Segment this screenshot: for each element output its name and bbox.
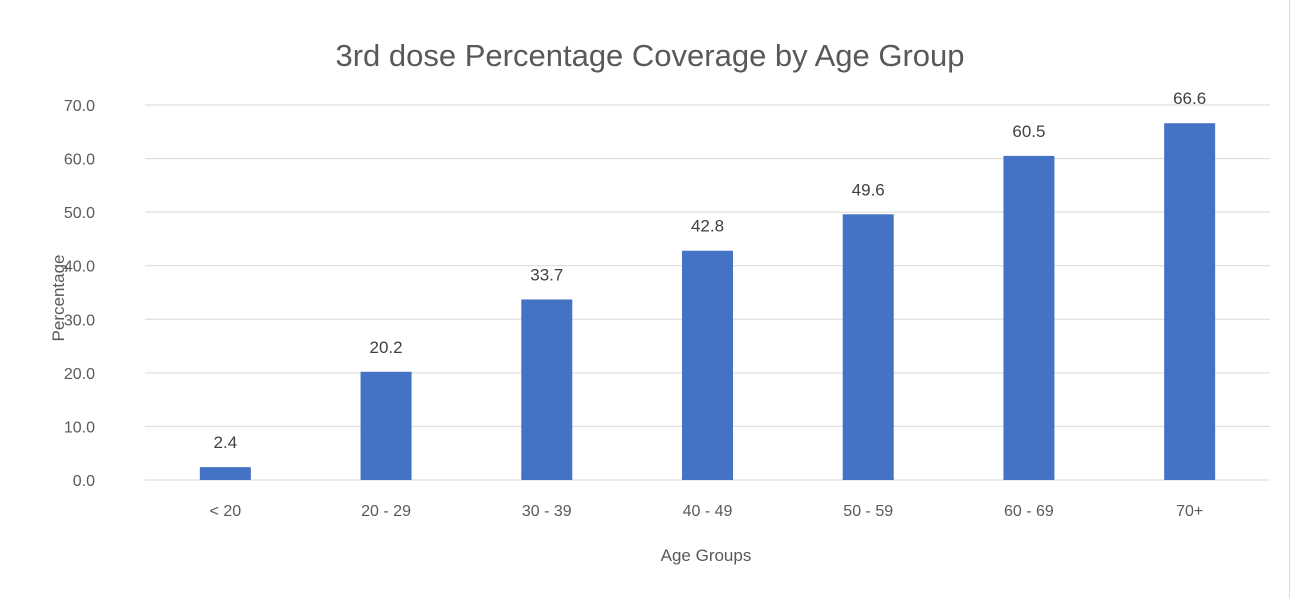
data-label: 66.6	[1173, 89, 1206, 108]
bars	[199, 123, 1216, 481]
bar	[521, 299, 573, 480]
x-tick-label: 50 - 59	[843, 503, 893, 520]
chart-title: 3rd dose Percentage Coverage by Age Grou…	[335, 38, 964, 73]
data-label: 33.7	[530, 265, 563, 284]
x-tick-label: 70+	[1176, 503, 1203, 520]
data-label: 60.5	[1012, 122, 1045, 141]
bar	[199, 467, 251, 480]
y-tick-label: 10.0	[64, 419, 95, 436]
y-tick-label: 50.0	[64, 205, 95, 222]
x-tick-label: 30 - 39	[522, 503, 572, 520]
x-tick-label: 60 - 69	[1004, 503, 1054, 520]
bar	[842, 214, 894, 481]
data-label: 20.2	[370, 338, 403, 357]
y-tick-label: 30.0	[64, 312, 95, 329]
bar	[1164, 123, 1216, 480]
x-tick-label: 40 - 49	[683, 503, 733, 520]
x-tick-label: < 20	[210, 503, 242, 520]
y-axis-ticks: 0.0 10.0 20.0 30.0 40.0 50.0 60.0 70.0	[64, 98, 95, 490]
bar	[682, 250, 733, 480]
x-axis-title: Age Groups	[661, 546, 752, 565]
x-axis-ticks: < 20 20 - 29 30 - 39 40 - 49 50 - 59 60 - 69 7…	[210, 503, 1204, 520]
y-tick-label: 40.0	[64, 259, 95, 276]
data-label: 2.4	[214, 433, 238, 452]
y-tick-label: 0.0	[73, 473, 95, 490]
bar	[1003, 155, 1055, 480]
y-axis-title: Percentage	[49, 255, 68, 342]
data-label: 49.6	[852, 180, 885, 199]
data-labels: 2.4 20.2 33.7 42.8 49.6 60.5 66.6	[214, 89, 1207, 452]
y-tick-label: 70.0	[64, 98, 95, 115]
data-label: 42.8	[691, 217, 724, 236]
y-tick-label: 60.0	[64, 152, 95, 169]
bar	[360, 371, 412, 480]
x-tick-label: 20 - 29	[361, 503, 411, 520]
y-tick-label: 20.0	[64, 366, 95, 383]
